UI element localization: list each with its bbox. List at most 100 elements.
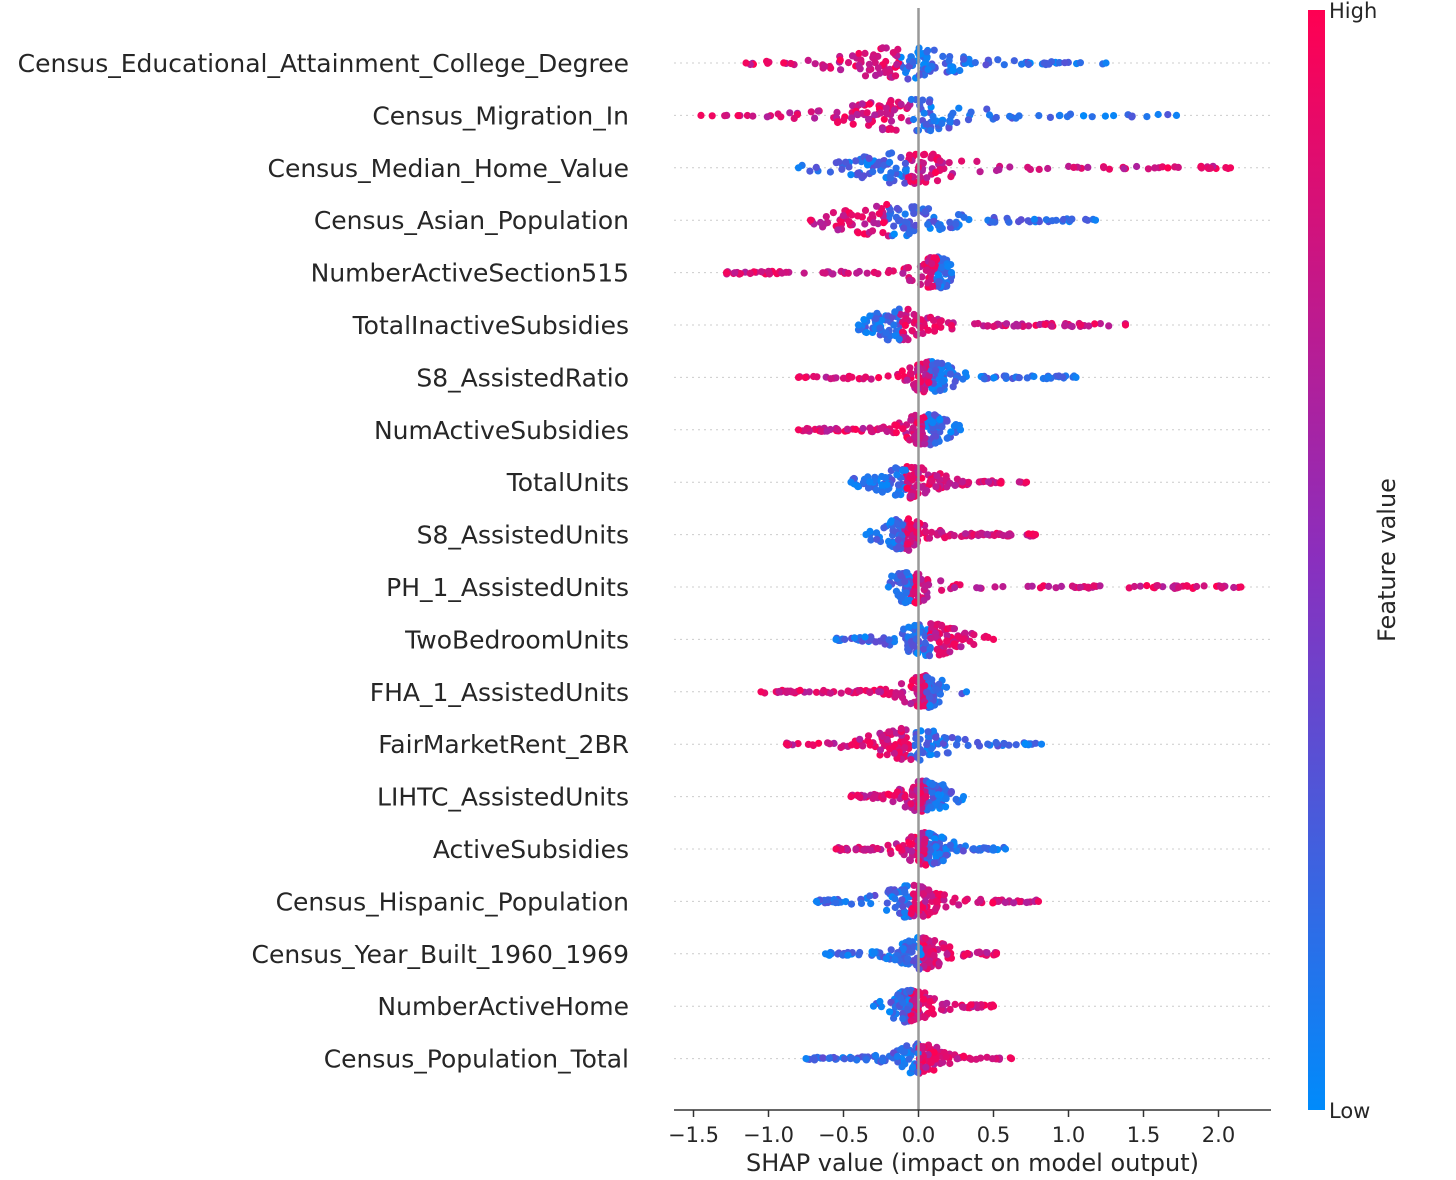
shap-point <box>929 282 937 290</box>
shap-point <box>936 157 944 165</box>
shap-point <box>949 109 957 117</box>
shap-point <box>918 273 926 281</box>
shap-point <box>939 1058 947 1066</box>
shap-point <box>943 631 951 640</box>
shap-point <box>906 856 915 865</box>
shap-point <box>976 168 984 176</box>
feature-points <box>794 411 965 449</box>
shap-point <box>905 937 913 945</box>
shap-point <box>939 781 947 789</box>
shap-point <box>930 327 939 335</box>
shap-point <box>886 206 894 214</box>
shap-point <box>960 213 968 221</box>
shap-point <box>734 112 742 120</box>
feature-label: ActiveSubsidies <box>433 835 629 864</box>
shap-point <box>920 995 928 1003</box>
shap-point <box>1237 583 1245 591</box>
shap-point <box>940 891 949 899</box>
shap-point <box>904 264 913 272</box>
shap-point <box>1061 59 1069 67</box>
shap-point <box>1169 583 1177 591</box>
shap-point <box>938 586 946 594</box>
shap-point <box>861 220 869 228</box>
shap-point <box>945 57 953 65</box>
shap-point <box>868 211 876 219</box>
shap-point <box>942 851 950 859</box>
shap-point <box>935 850 943 858</box>
shap-point <box>1007 1055 1016 1063</box>
shap-point <box>983 530 991 539</box>
shap-point <box>847 114 856 122</box>
shap-point <box>949 67 957 75</box>
feature-points <box>782 724 1046 764</box>
shap-point <box>956 66 964 75</box>
shap-point <box>880 161 888 169</box>
shap-point <box>879 229 887 237</box>
colorbar <box>1308 10 1325 1110</box>
shap-point <box>929 316 938 325</box>
shap-point <box>892 164 900 172</box>
feature-points <box>847 777 968 815</box>
shap-point <box>862 531 870 539</box>
shap-point <box>903 376 911 384</box>
shap-point <box>897 310 905 319</box>
shap-point <box>956 426 965 434</box>
shap-point <box>1080 112 1088 120</box>
shap-point <box>882 329 890 337</box>
shap-point <box>1091 216 1100 224</box>
shap-point <box>943 417 951 425</box>
shap-point <box>891 956 899 964</box>
shap-point <box>984 478 993 486</box>
shap-point <box>876 324 884 332</box>
shap-point <box>942 795 950 803</box>
shap-point <box>764 59 772 67</box>
shap-point <box>1164 111 1172 119</box>
shap-point <box>1154 582 1162 590</box>
shap-point <box>947 269 956 277</box>
shap-point <box>857 56 865 64</box>
shap-point <box>885 728 893 736</box>
shap-point <box>1206 164 1214 172</box>
shap-point <box>963 949 972 958</box>
shap-point <box>980 375 988 383</box>
shap-point <box>937 577 945 585</box>
shap-point <box>887 946 895 954</box>
shap-point <box>905 230 913 238</box>
shap-point <box>951 583 959 592</box>
shap-point <box>806 167 814 175</box>
shap-point <box>976 948 984 957</box>
shap-point <box>837 217 845 225</box>
shap-point <box>864 484 873 492</box>
shap-point <box>1015 898 1024 906</box>
shap-point <box>877 109 885 117</box>
shap-point <box>952 220 960 228</box>
shap-point <box>909 115 918 124</box>
shap-point <box>1035 112 1043 120</box>
shap-point <box>1136 582 1144 590</box>
shap-point <box>832 374 840 382</box>
shap-point <box>1110 112 1118 120</box>
shap-point <box>925 98 934 106</box>
feature-points <box>742 44 1110 83</box>
shap-point <box>922 673 931 681</box>
shap-point <box>1193 582 1201 591</box>
shap-point <box>722 269 731 277</box>
shap-point <box>957 643 965 651</box>
shap-point <box>892 464 900 472</box>
shap-point <box>926 127 935 135</box>
shap-point <box>908 327 916 335</box>
shap-point <box>809 372 818 381</box>
shap-point <box>1144 165 1152 173</box>
shap-point <box>814 107 822 115</box>
shap-point <box>926 803 935 811</box>
shap-point <box>904 645 912 653</box>
shap-point <box>967 1055 975 1063</box>
shap-point <box>985 111 994 119</box>
shap-point <box>999 583 1007 591</box>
shap-point <box>946 1005 954 1014</box>
shap-point <box>898 896 906 904</box>
shap-point <box>931 937 939 945</box>
shap-point <box>918 883 926 891</box>
shap-point <box>890 230 898 238</box>
shap-point <box>842 158 850 166</box>
